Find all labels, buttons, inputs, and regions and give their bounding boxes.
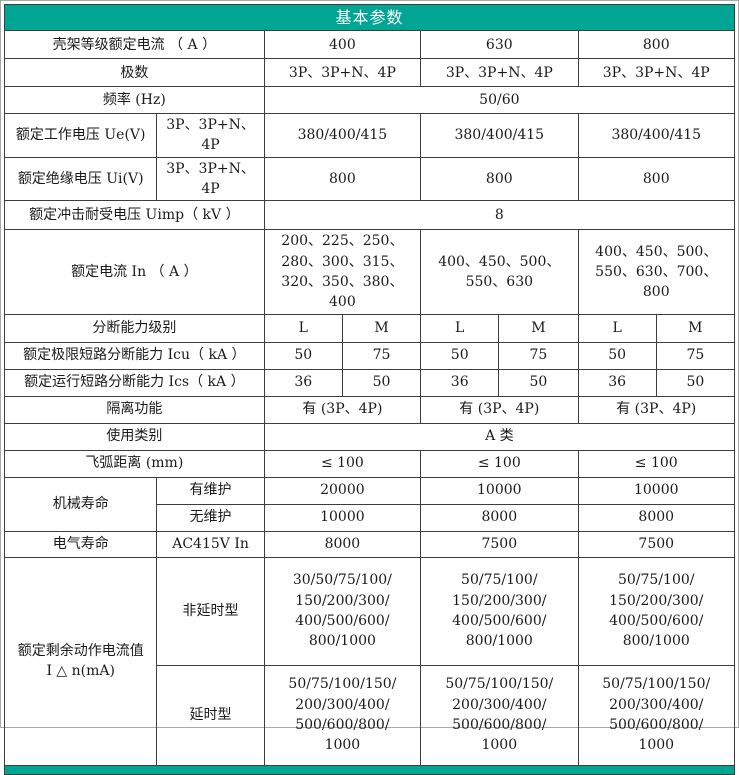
ue-label: 额定工作电压 Ue(V)	[3, 113, 158, 158]
ui-value-1: 800	[420, 156, 579, 202]
ui-sub-label: 3P、3P+N、4P	[156, 156, 265, 202]
ics-5: 50	[655, 368, 736, 397]
ics-0: 36	[263, 368, 343, 397]
basic-parameters-table: 基本参数 壳架等级额定电流 （ A ） 400 630 800 极数 3P、3P…	[3, 3, 736, 775]
breaking-grade-2: L	[420, 313, 500, 343]
electrical-life-1: 7500	[420, 530, 579, 558]
poles-value-0: 3P、3P+N、4P	[263, 58, 422, 88]
arcing-distance-0: ≤ 100	[263, 449, 422, 478]
breaking-grade-5: M	[655, 313, 736, 343]
bottom-accent-bar	[4, 764, 735, 775]
isolation-0: 有 (3P、4P)	[263, 395, 422, 424]
breaking-grade-3: M	[498, 313, 579, 343]
residual-delay-1: 50/75/100/150/ 200/300/400/ 500/600/800/…	[420, 664, 579, 766]
ue-value-2: 380/400/415	[577, 113, 735, 158]
residual-delay-label: 延时型	[156, 664, 265, 766]
isolation-2: 有 (3P、4P)	[577, 395, 735, 424]
ue-value-0: 380/400/415	[263, 113, 422, 158]
uimp-value: 8	[263, 200, 736, 231]
electrical-life-0: 8000	[263, 530, 422, 558]
breaking-grade-0: L	[263, 313, 343, 343]
mechanical-without-maintenance-label: 无维护	[156, 503, 265, 532]
icu-4: 50	[577, 341, 657, 370]
ue-value-1: 380/400/415	[420, 113, 579, 158]
mechanical-without-maintenance-2: 8000	[577, 503, 735, 532]
ue-sub-label: 3P、3P+N、4P	[156, 113, 265, 158]
mechanical-without-maintenance-1: 8000	[420, 503, 579, 532]
electrical-life-2: 7500	[577, 530, 735, 558]
ics-4: 36	[577, 368, 657, 397]
frequency-value: 50/60	[263, 86, 736, 115]
icu-0: 50	[263, 341, 343, 370]
rated-current-label: 额定电流 In （ A ）	[4, 229, 265, 315]
arcing-distance-2: ≤ 100	[577, 449, 735, 478]
ui-value-0: 800	[263, 156, 422, 202]
rated-current-value-2: 400、450、500、 550、630、700、 800	[577, 229, 735, 315]
mechanical-without-maintenance-0: 10000	[263, 503, 422, 532]
electrical-life-label: 电气寿命	[3, 530, 158, 558]
poles-value-1: 3P、3P+N、4P	[420, 58, 579, 88]
icu-label: 额定极限短路分断能力 Icu（ kA ）	[4, 341, 265, 370]
electrical-life-sub-label: AC415V In	[156, 530, 265, 558]
residual-current-label: 额定剩余动作电流值 I △ n(mA)	[3, 556, 158, 766]
breaking-grade-label: 分断能力级别	[4, 313, 265, 343]
icu-1: 75	[341, 341, 422, 370]
isolation-1: 有 (3P、4P)	[420, 395, 579, 424]
arcing-distance-label: 飞弧距离 (mm)	[4, 449, 265, 478]
residual-non-delay-1: 50/75/100/ 150/200/300/ 400/500/600/ 800…	[420, 556, 579, 666]
mechanical-with-maintenance-2: 10000	[577, 476, 735, 505]
ics-label: 额定运行短路分断能力 Ics（ kA ）	[4, 368, 265, 397]
frame-current-value-1: 630	[420, 30, 579, 60]
ics-3: 50	[498, 368, 579, 397]
poles-label: 极数	[4, 58, 265, 88]
ics-2: 36	[420, 368, 500, 397]
utilization-category-value: A 类	[263, 422, 736, 451]
residual-delay-0: 50/75/100/150/ 200/300/400/ 500/600/800/…	[263, 664, 422, 766]
ics-1: 50	[341, 368, 422, 397]
mechanical-with-maintenance-label: 有维护	[156, 476, 265, 505]
table-title: 基本参数	[4, 3, 735, 32]
frame-current-label: 壳架等级额定电流 （ A ）	[4, 30, 265, 60]
uimp-label: 额定冲击耐受电压 Uimp（ kV ）	[4, 200, 265, 231]
residual-delay-2: 50/75/100/150/ 200/300/400/ 500/600/800/…	[577, 664, 735, 766]
arcing-distance-1: ≤ 100	[420, 449, 579, 478]
mechanical-with-maintenance-0: 20000	[263, 476, 422, 505]
breaking-grade-1: M	[341, 313, 422, 343]
utilization-category-label: 使用类别	[4, 422, 265, 451]
frame-current-value-0: 400	[263, 30, 422, 60]
isolation-label: 隔离功能	[4, 395, 265, 424]
frequency-label: 频率 (Hz)	[4, 86, 265, 115]
icu-5: 75	[655, 341, 736, 370]
ui-label: 额定绝缘电压 Ui(V)	[3, 156, 158, 202]
frame-current-value-2: 800	[577, 30, 735, 60]
mechanical-with-maintenance-1: 10000	[420, 476, 579, 505]
residual-non-delay-label: 非延时型	[156, 556, 265, 666]
rated-current-value-0: 200、225、250、 280、300、315、 320、350、380、 4…	[263, 229, 422, 315]
ui-value-2: 800	[577, 156, 735, 202]
rated-current-value-1: 400、450、500、 550、630	[420, 229, 579, 315]
poles-value-2: 3P、3P+N、4P	[577, 58, 735, 88]
mechanical-life-label: 机械寿命	[3, 476, 158, 532]
icu-2: 50	[420, 341, 500, 370]
icu-3: 75	[498, 341, 579, 370]
residual-non-delay-2: 50/75/100/ 150/200/300/ 400/500/600/ 800…	[577, 556, 735, 666]
breaking-grade-4: L	[577, 313, 657, 343]
residual-non-delay-0: 30/50/75/100/ 150/200/300/ 400/500/600/ …	[263, 556, 422, 666]
